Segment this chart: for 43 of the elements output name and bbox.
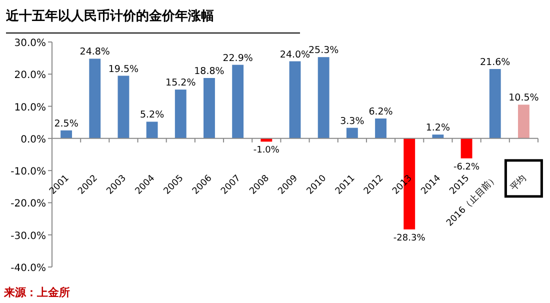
bar	[460, 138, 472, 158]
bar	[346, 128, 358, 138]
bar	[146, 122, 158, 138]
y-tick-label: -30.0%	[10, 230, 46, 242]
data-label: 24.0%	[280, 49, 310, 60]
bar	[60, 130, 72, 138]
bar	[518, 104, 530, 138]
x-tick-label: 平均	[508, 172, 529, 194]
y-tick-label: 0.0%	[20, 134, 46, 146]
source-note: 来源：上金所	[3, 286, 70, 299]
bar	[118, 76, 130, 138]
bar	[318, 57, 330, 138]
data-label: 3.3%	[340, 116, 364, 127]
bar	[89, 58, 101, 138]
data-label: 6.2%	[368, 106, 393, 118]
bar	[289, 61, 301, 138]
bar	[432, 134, 444, 138]
bar	[204, 78, 215, 138]
data-label: 25.3%	[308, 45, 339, 56]
y-tick-label: 10.0%	[14, 102, 46, 114]
bar	[232, 64, 244, 138]
data-label: 22.9%	[222, 52, 253, 64]
bar	[174, 90, 186, 138]
data-label: 10.5%	[508, 92, 539, 104]
data-label: -6.2%	[453, 162, 480, 172]
y-tick-label: 20.0%	[14, 70, 46, 82]
y-tick-label: -20.0%	[10, 198, 46, 210]
y-tick-label: 30.0%	[14, 38, 46, 49]
bar	[489, 69, 501, 138]
y-tick-label: -40.0%	[10, 263, 46, 274]
data-label: 21.6%	[480, 57, 510, 68]
y-tick-label: -10.0%	[10, 166, 46, 178]
data-label: 1.2%	[426, 122, 450, 134]
data-label: 15.2%	[166, 78, 196, 89]
data-label: -28.3%	[393, 233, 426, 244]
bar	[375, 118, 386, 138]
data-label: 18.8%	[194, 66, 224, 77]
data-label: 24.8%	[80, 46, 110, 58]
data-label: 19.5%	[108, 64, 139, 75]
data-label: 5.2%	[140, 110, 164, 121]
data-label: 2.5%	[54, 118, 78, 130]
data-label: -1.0%	[253, 146, 280, 156]
chart-title: 近十五年以人民币计价的金价年涨幅	[5, 8, 214, 24]
